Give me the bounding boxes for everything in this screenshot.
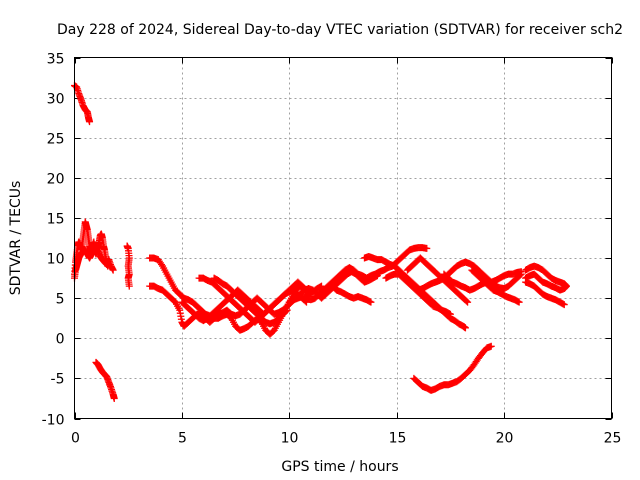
grid-lines <box>74 57 612 419</box>
y-tick-label: 5 <box>56 292 65 308</box>
data-point-marker <box>560 301 568 309</box>
x-tick-label: 25 <box>604 431 622 447</box>
series-arc-18 <box>440 270 525 294</box>
data-point-marker <box>367 298 375 306</box>
data-point-marker <box>464 298 472 306</box>
series-arc-5 <box>123 242 133 290</box>
data-point-marker <box>318 282 326 290</box>
data-point-marker <box>306 289 314 297</box>
data-point-marker <box>423 244 431 252</box>
x-tick-label: 20 <box>496 431 514 447</box>
data-point-marker <box>517 270 525 278</box>
data-point-marker <box>516 271 524 279</box>
series-arc-4 <box>92 358 118 402</box>
data-point-marker <box>157 260 165 268</box>
y-tick-label: 15 <box>47 212 65 228</box>
series-arc-12 <box>328 282 375 306</box>
series-arc-3 <box>71 244 117 282</box>
data-point-marker <box>282 307 290 315</box>
y-tick-label: 35 <box>47 52 65 68</box>
series-arc-10 <box>210 274 291 328</box>
x-tick-label: 0 <box>71 431 80 447</box>
data-point-marker <box>109 266 117 274</box>
axis-ticks <box>74 57 613 420</box>
data-point-marker <box>461 324 469 332</box>
data-point-marker <box>515 298 523 306</box>
x-tick-labels: 0 5 10 15 20 25 <box>71 431 621 447</box>
data-point-marker <box>86 118 94 126</box>
series-arc-21 <box>522 270 570 294</box>
data-point-marker <box>562 282 570 290</box>
y-tick-label: -10 <box>42 413 65 429</box>
data-points <box>71 82 570 402</box>
series-arc-1 <box>71 82 94 126</box>
data-point-marker <box>487 342 495 350</box>
data-point-marker <box>125 282 133 290</box>
plot-frame <box>74 57 612 419</box>
data-point-marker <box>463 297 471 305</box>
data-point-marker <box>283 306 291 314</box>
data-point-marker <box>110 394 118 402</box>
series-arc-14 <box>382 270 454 318</box>
y-tick-labels: -10 -5 0 5 10 15 20 25 30 35 <box>42 52 65 429</box>
y-axis-label: SDTVAR / TECUs <box>8 181 24 296</box>
y-tick-label: 0 <box>56 332 65 348</box>
x-tick-label: 10 <box>281 431 299 447</box>
series-arc-22 <box>522 278 568 309</box>
y-tick-label: 30 <box>47 92 65 108</box>
series-arc-11 <box>285 244 431 306</box>
series-arc-15 <box>403 254 472 306</box>
series-arc-16 <box>410 342 495 394</box>
x-axis-label: GPS time / hours <box>281 459 398 475</box>
x-tick-label: 15 <box>389 431 407 447</box>
x-tick-label: 5 <box>178 431 187 447</box>
y-tick-label: 25 <box>47 132 65 148</box>
series-arc-19 <box>468 266 523 306</box>
data-point-marker <box>446 310 454 318</box>
y-tick-label: -5 <box>51 372 65 388</box>
y-tick-label: 10 <box>47 252 65 268</box>
y-tick-label: 20 <box>47 172 65 188</box>
chart-title: Day 228 of 2024, Sidereal Day-to-day VTE… <box>57 22 623 38</box>
